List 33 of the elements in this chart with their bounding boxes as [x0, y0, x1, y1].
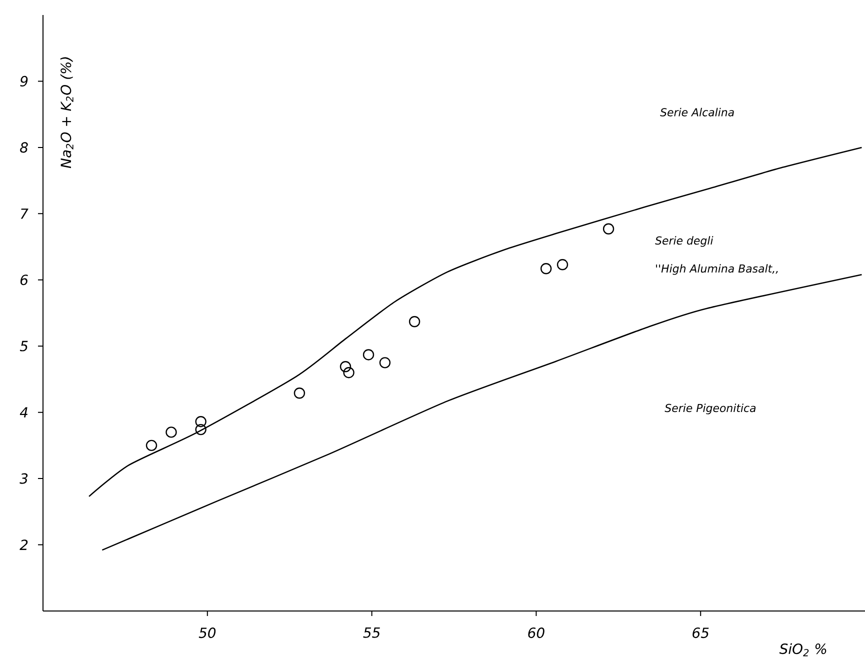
y-tick-label: 4 — [20, 407, 28, 418]
point — [294, 388, 306, 399]
annotation: Serie Pigeonitica — [664, 404, 756, 414]
point — [166, 426, 177, 438]
line-series — [88, 146, 862, 498]
x-axis-title: SiO$_{2}$ % — [779, 643, 826, 656]
point — [146, 440, 158, 452]
x-tick-label: 60 — [528, 628, 544, 638]
y-tick-label: 3 — [20, 473, 28, 484]
point — [556, 259, 568, 270]
annotation: Serie Alcalina — [660, 108, 734, 116]
y-tick-label: 6 — [20, 274, 28, 286]
y-tick-label: 7 — [20, 208, 28, 219]
point — [379, 357, 391, 368]
annotation: Serie degli — [655, 236, 714, 247]
point — [540, 263, 552, 274]
y-axis-title: Na$_{2}$O + K$_{2}$O (%) — [60, 57, 74, 168]
y-tick-label: 5 — [20, 340, 28, 352]
y-tick-label: 8 — [20, 142, 28, 153]
point — [343, 367, 354, 378]
x-tick-label: 55 — [363, 628, 380, 638]
point — [195, 416, 206, 428]
x-tick-label: 65 — [692, 628, 709, 638]
point — [362, 349, 374, 360]
point — [195, 424, 206, 436]
annotation: ''High Alumina Basalt,, — [656, 264, 778, 275]
line-series — [102, 274, 862, 551]
point — [340, 361, 352, 372]
point — [602, 223, 614, 234]
x-tick-label: 50 — [198, 628, 216, 638]
y-tick-label: 9 — [20, 76, 28, 86]
y-tick-label: 2 — [20, 540, 28, 550]
point — [408, 316, 420, 328]
